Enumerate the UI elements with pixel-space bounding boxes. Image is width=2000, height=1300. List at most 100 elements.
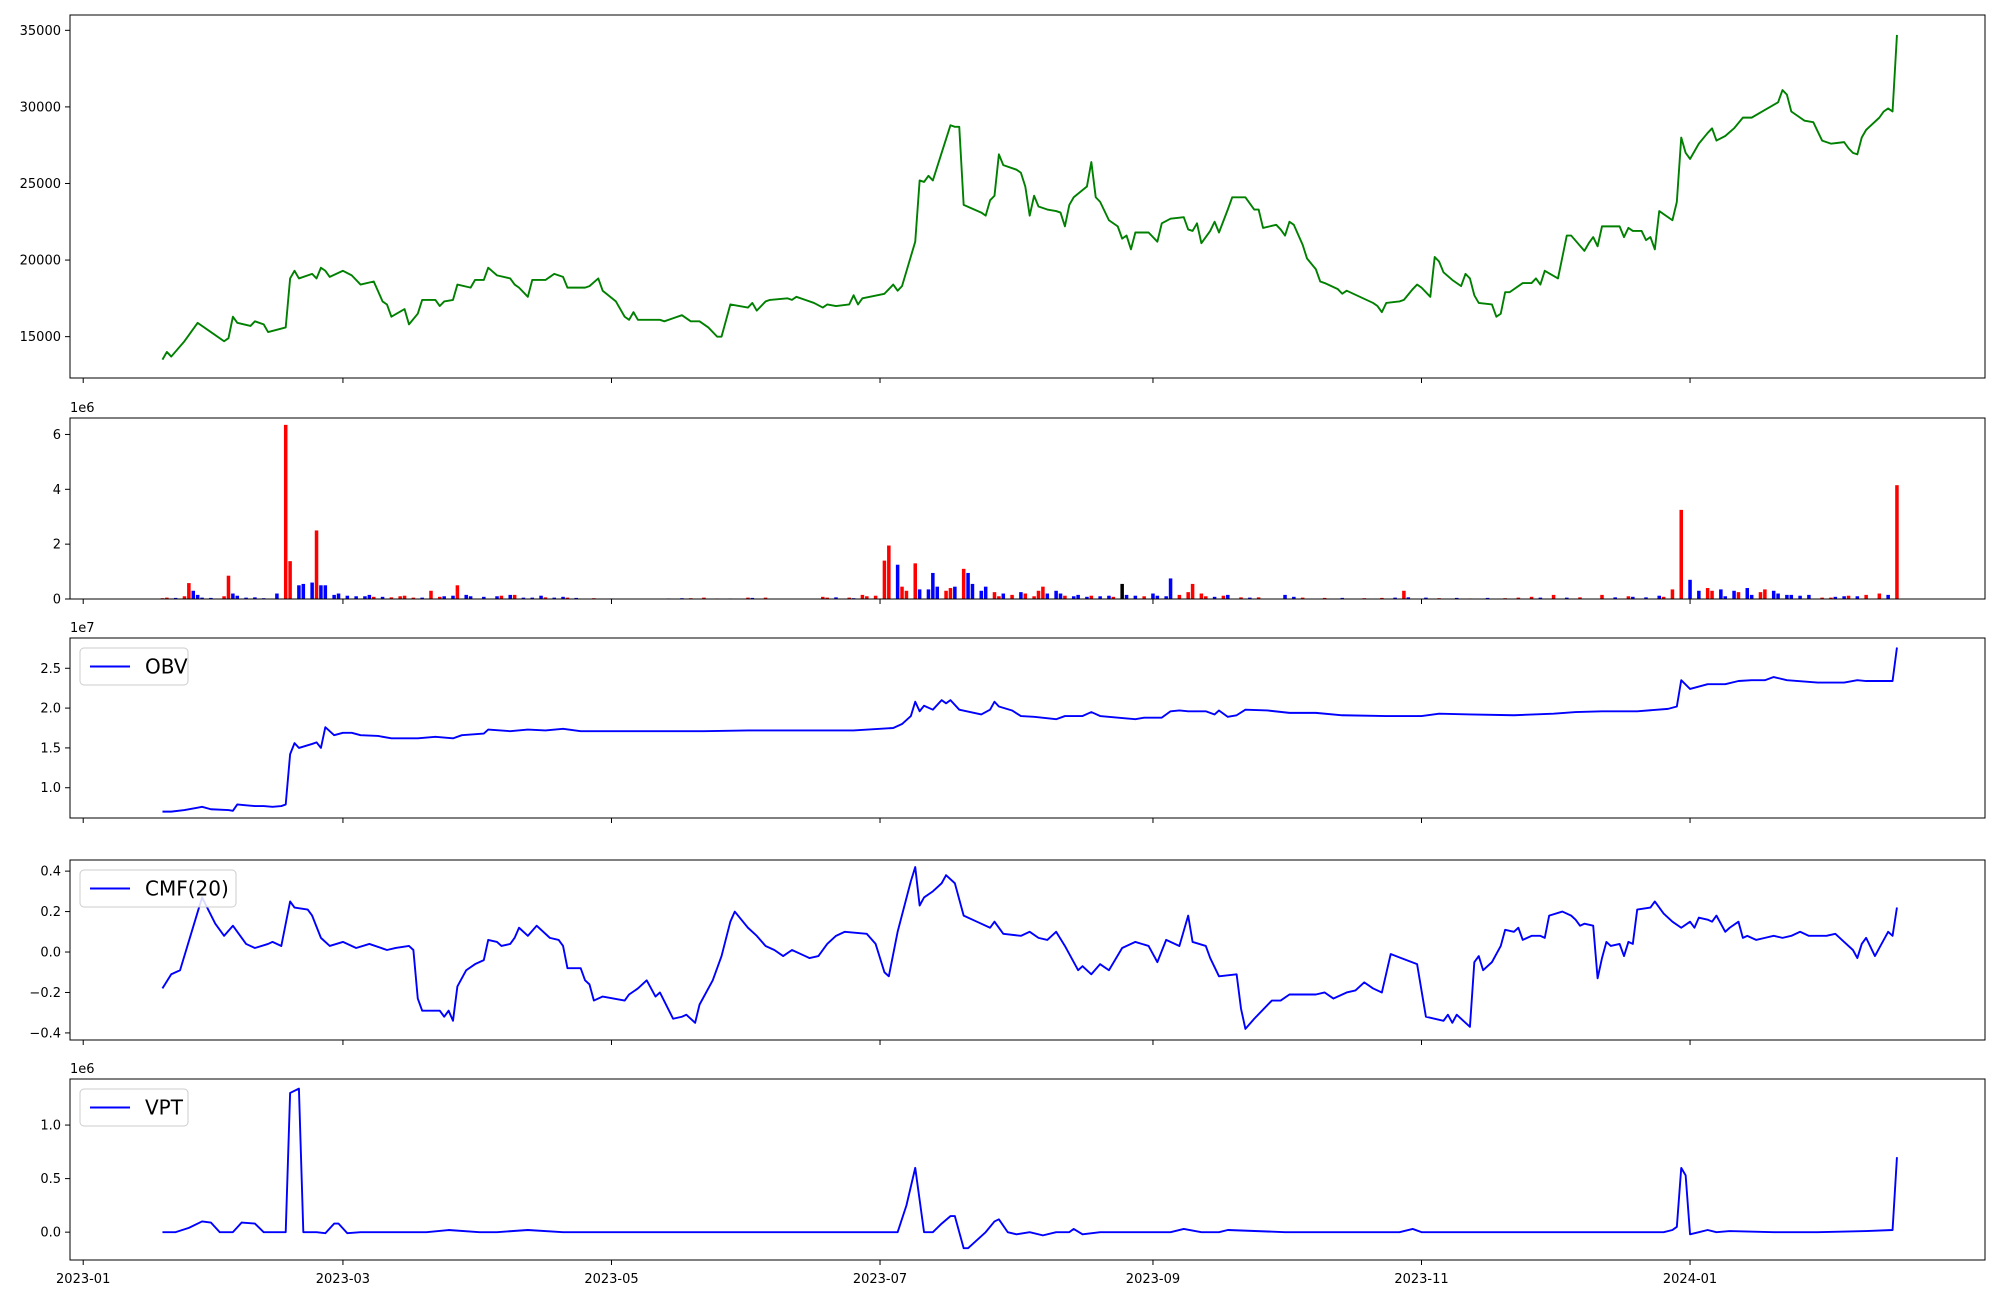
volume-bar	[402, 595, 407, 599]
volume-bar	[1626, 596, 1631, 599]
volume-bar	[1124, 594, 1129, 599]
volume-bar	[1076, 594, 1080, 599]
volume-bar	[187, 583, 191, 599]
volume-bar	[521, 597, 526, 599]
price-ytick-label: 20000	[20, 254, 61, 269]
volume-bar	[429, 590, 433, 599]
volume-bar	[746, 597, 750, 599]
volume-bar	[1133, 595, 1138, 599]
volume-bar	[565, 597, 570, 599]
volume-bar	[1855, 596, 1860, 599]
volume-bar	[1807, 594, 1811, 599]
volume-bar	[1226, 594, 1230, 599]
cmf-legend-label: CMF(20)	[145, 877, 229, 901]
volume-bar	[825, 597, 829, 599]
volume-bar	[1710, 590, 1714, 599]
volume-bar	[1745, 588, 1750, 599]
volume-bar	[860, 594, 865, 599]
volume-bar	[931, 572, 935, 599]
obv-frame	[69, 637, 1986, 819]
volume-bar	[438, 596, 442, 599]
volume-bar	[1221, 595, 1226, 599]
volume-bar	[314, 530, 319, 599]
volume-bar	[200, 597, 204, 599]
volume-bar	[1833, 596, 1838, 599]
volume-bar	[702, 597, 706, 599]
volume-bar	[1155, 595, 1160, 599]
volume-bar	[1186, 592, 1190, 599]
volume-bar	[1644, 597, 1648, 599]
volume-bar	[244, 597, 248, 599]
volume-bar	[1789, 594, 1794, 599]
volume-bar	[1516, 597, 1521, 599]
volume-bar	[1292, 596, 1296, 599]
volume-bar	[966, 572, 970, 599]
obv-legend-label: OBV	[145, 655, 188, 679]
volume-bar	[1212, 596, 1217, 599]
volume-bar	[834, 597, 838, 599]
volume-bar	[992, 592, 997, 599]
volume-bar	[948, 588, 953, 599]
x-axis: 2023-01 2023-03 2023-05 2023-07 2023-09 2023-…	[56, 1272, 1717, 1287]
volume-bar	[1071, 596, 1076, 599]
cmf-ytick-label: −0.2	[29, 986, 61, 1001]
volume-bar	[935, 586, 940, 599]
volume-bar	[1204, 596, 1208, 599]
volume-bar	[1723, 596, 1728, 599]
cmf-legend: CMF(20)	[79, 869, 237, 908]
xtick-label: 2023-07	[853, 1272, 907, 1287]
volume-bar	[1393, 597, 1397, 599]
price-line	[161, 34, 1898, 361]
volume-bar	[1771, 590, 1776, 599]
volume-bar	[1120, 583, 1124, 599]
volume-offset-label: 1e6	[70, 401, 95, 416]
obv-legend: OBV	[79, 647, 189, 686]
obv-ytick-label: 2.5	[40, 662, 61, 677]
volume-bar	[873, 595, 878, 599]
volume-bar	[1758, 592, 1763, 599]
volume-bar	[1380, 597, 1384, 599]
volume-bar	[900, 586, 904, 599]
volume-bar	[231, 593, 235, 599]
volume-bar	[1111, 596, 1116, 599]
volume-bar	[1895, 485, 1899, 599]
volume-bar	[209, 597, 213, 599]
volume-ytick-label: 4	[53, 483, 61, 498]
volume-bar	[288, 561, 292, 599]
volume-bar	[1248, 597, 1252, 599]
cmf-line	[161, 866, 1898, 1030]
volume-bar	[173, 597, 178, 599]
volume-bar	[420, 597, 424, 599]
price-panel: 15000 20000 25000 30000 35000	[20, 14, 1986, 383]
volume-bar	[1776, 593, 1780, 599]
volume-bar	[1142, 596, 1146, 599]
volume-bar	[1190, 583, 1195, 599]
volume-bar	[1019, 592, 1023, 599]
volume-bar	[499, 595, 504, 599]
volume-bar	[926, 589, 931, 599]
volume-bar	[508, 594, 512, 599]
volume-bar	[953, 586, 957, 599]
volume-bar	[1719, 589, 1723, 599]
volume-bar	[1063, 595, 1067, 599]
volume-bar	[1864, 594, 1868, 599]
volume-bar	[1340, 597, 1345, 599]
vpt-line	[162, 1087, 1898, 1250]
volume-bar	[310, 582, 314, 599]
cmf-ytick-label: 0.2	[40, 905, 61, 920]
volume-bar	[354, 596, 358, 599]
volume-bar	[1177, 594, 1182, 599]
volume-bar	[319, 585, 323, 599]
volume-bar	[1199, 593, 1204, 599]
vpt-legend: VPT	[79, 1088, 189, 1127]
volume-bar	[979, 590, 984, 599]
price-ytick-label: 35000	[20, 24, 61, 39]
price-data	[161, 34, 1898, 361]
price-frame	[69, 14, 1986, 379]
vpt-legend-label: VPT	[145, 1096, 184, 1120]
obv-offset-label: 1e7	[70, 621, 95, 636]
volume-bar	[865, 596, 869, 599]
price-ytick-label: 25000	[20, 177, 61, 192]
volume-bar	[1256, 597, 1261, 599]
volume-bar	[1829, 597, 1833, 599]
